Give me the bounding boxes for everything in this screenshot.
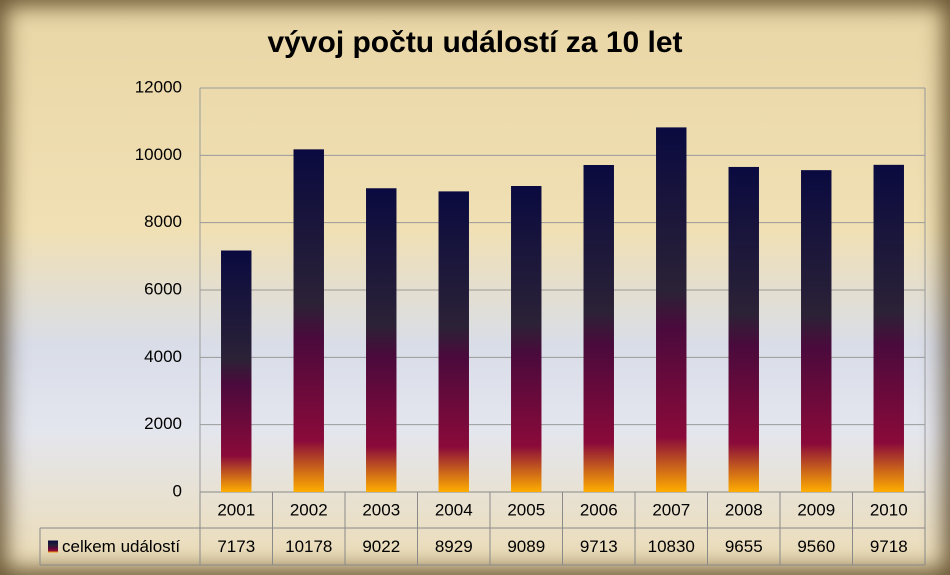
y-tick-label: 12000: [135, 77, 182, 96]
x-tick-label: 2001: [217, 500, 255, 519]
x-tick-label: 2006: [580, 500, 618, 519]
table-value: 9713: [580, 537, 618, 556]
x-tick-label: 2009: [797, 500, 835, 519]
bar: [728, 166, 759, 492]
table-value: 9560: [797, 537, 835, 556]
table-value: 10830: [648, 537, 695, 556]
bar: [873, 164, 904, 492]
bar: [656, 127, 687, 492]
table-value: 9655: [725, 537, 763, 556]
table-value: 9089: [507, 537, 545, 556]
y-tick-label: 8000: [144, 212, 182, 231]
bar: [221, 250, 252, 492]
bar: [293, 149, 324, 492]
x-tick-label: 2005: [507, 500, 545, 519]
table-value: 7173: [217, 537, 255, 556]
x-tick-label: 2003: [362, 500, 400, 519]
x-tick-label: 2008: [725, 500, 763, 519]
table-value: 10178: [285, 537, 332, 556]
bar: [438, 191, 469, 493]
legend-label: celkem událostí: [62, 537, 180, 556]
x-tick-label: 2004: [435, 500, 473, 519]
bar: [511, 186, 542, 492]
legend-swatch: [48, 540, 58, 553]
y-tick-label: 4000: [144, 347, 182, 366]
x-tick-label: 2007: [652, 500, 690, 519]
table-value: 9718: [870, 537, 908, 556]
x-tick-label: 2010: [870, 500, 908, 519]
y-tick-label: 2000: [144, 414, 182, 433]
table-value: 8929: [435, 537, 473, 556]
chart-title: vývoj počtu událostí za 10 let: [267, 26, 682, 59]
table-value: 9022: [362, 537, 400, 556]
bar: [801, 170, 832, 492]
y-tick-label: 0: [173, 481, 182, 500]
y-tick-label: 10000: [135, 145, 182, 164]
bar: [583, 164, 614, 492]
x-tick-label: 2002: [290, 500, 328, 519]
bar: [366, 188, 397, 492]
y-tick-label: 6000: [144, 279, 182, 298]
